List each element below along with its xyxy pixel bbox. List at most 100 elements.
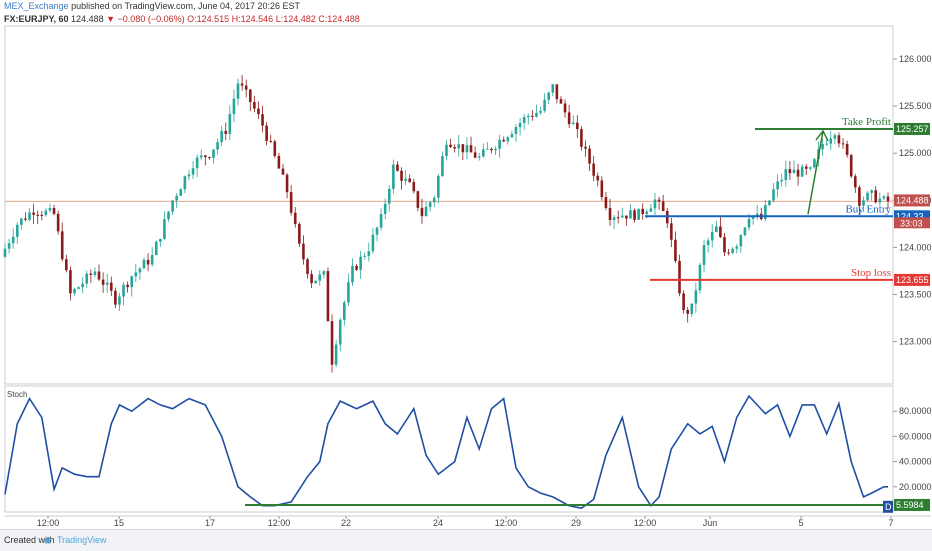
stoch-line xyxy=(4,394,888,510)
candle-body xyxy=(371,234,375,252)
candle-body xyxy=(494,148,497,151)
candle-body xyxy=(481,149,485,157)
candle-body xyxy=(477,156,481,158)
candle-body xyxy=(862,200,865,206)
candle-body xyxy=(28,212,31,220)
candle-body xyxy=(81,283,84,288)
candle-body xyxy=(15,224,19,237)
candle-body xyxy=(576,122,579,130)
candle-body xyxy=(171,200,174,212)
candle-body xyxy=(347,282,350,303)
candle-body xyxy=(285,174,289,193)
candle-body xyxy=(273,141,277,156)
candle-body xyxy=(571,122,575,125)
current-price-value: 124.488 xyxy=(896,195,929,205)
candle-body xyxy=(849,154,853,177)
candle-body xyxy=(490,148,493,151)
candle-body xyxy=(101,279,105,285)
candle-body xyxy=(334,344,338,365)
candle-body xyxy=(330,321,334,365)
footer-bar: Created with ◉ TradingView xyxy=(0,529,932,551)
candle-body xyxy=(563,103,567,113)
candle-body xyxy=(453,147,456,149)
candle-body xyxy=(187,174,191,177)
candle-body xyxy=(653,199,657,209)
projection-arrow-line xyxy=(807,130,824,215)
price-y-tick-label: 123.000 xyxy=(899,337,932,347)
candle-body xyxy=(387,188,391,204)
candle-body xyxy=(698,264,702,291)
candle-body xyxy=(159,238,162,242)
candle-body xyxy=(706,240,710,246)
buy-entry-price: 124.33 xyxy=(896,211,924,221)
candle-body xyxy=(318,274,322,281)
candle-body xyxy=(678,260,681,294)
candle-body xyxy=(146,259,150,265)
time-tick-label: 12:00 xyxy=(634,518,657,528)
stoch-y-tick-label: 80.0000 xyxy=(899,406,932,416)
candle-body xyxy=(367,251,371,256)
candle-body xyxy=(183,176,187,190)
candle-body xyxy=(882,196,886,199)
candle-body xyxy=(167,211,170,220)
candle-body xyxy=(359,256,362,270)
candle-body xyxy=(179,189,183,196)
candle-body xyxy=(735,246,739,249)
candle-body xyxy=(825,143,828,145)
candle-body xyxy=(809,167,812,169)
candle-body xyxy=(11,236,15,244)
stop-loss-label: Stop loss xyxy=(851,267,891,279)
candle-body xyxy=(48,207,52,211)
candle-body xyxy=(122,284,125,297)
candle-body xyxy=(257,108,260,115)
candle-body xyxy=(526,115,530,118)
price-y-tick-label: 125.500 xyxy=(899,101,932,111)
candle-body xyxy=(97,271,101,280)
candle-body xyxy=(776,181,779,190)
candle-body xyxy=(441,156,444,176)
time-tick-label: 5 xyxy=(798,518,803,528)
candle-body xyxy=(56,213,60,232)
candle-body xyxy=(400,170,403,181)
candle-body xyxy=(547,92,550,100)
tradingview-brand[interactable]: TradingView xyxy=(57,535,107,545)
ohlc-line: FX:EURJPY, 60 124.488 ▼ −0.080 (−0.06%) … xyxy=(4,14,360,24)
price-y-tick-label: 123.500 xyxy=(899,290,932,300)
stoch-y-tick-label: 40.0000 xyxy=(899,457,932,467)
candle-body xyxy=(281,168,285,175)
candle-body xyxy=(841,143,845,145)
candle-body xyxy=(633,210,636,220)
candle-body xyxy=(73,288,76,294)
candle-body xyxy=(567,112,571,125)
candle-body xyxy=(596,175,600,181)
candle-body xyxy=(420,207,424,217)
symbol-label[interactable]: FX:EURJPY, 60 xyxy=(4,14,69,24)
candle-body xyxy=(24,218,27,220)
time-tick-label: 12:00 xyxy=(268,518,291,528)
candle-body xyxy=(52,207,56,214)
candle-body xyxy=(220,130,223,143)
candle-body xyxy=(44,210,48,216)
time-tick-label: 12:00 xyxy=(37,518,60,528)
tradingview-logo-icon: ◉ xyxy=(44,535,52,545)
candle-body xyxy=(469,145,473,153)
time-tick-label: 17 xyxy=(205,518,215,528)
chart-canvas[interactable]: 123.000123.500124.000124.500125.000125.5… xyxy=(0,0,932,528)
candle-body xyxy=(588,148,591,164)
take-profit-label: Take Profit xyxy=(842,116,891,128)
candle-body xyxy=(886,196,890,202)
candle-body xyxy=(277,155,281,169)
candle-body xyxy=(20,218,23,225)
candle-body xyxy=(199,155,203,158)
stoch-y-tick-label: 20.0000 xyxy=(899,482,932,492)
candle-body xyxy=(424,206,428,217)
candle-body xyxy=(486,148,489,150)
candle-body xyxy=(224,130,228,134)
candle-body xyxy=(432,197,436,203)
publisher-link[interactable]: MEX_Exchange xyxy=(4,1,69,11)
candle-body xyxy=(138,268,142,273)
candle-body xyxy=(310,274,313,284)
candle-body xyxy=(449,144,452,148)
stop-loss-price: 123.655 xyxy=(896,275,929,285)
candle-body xyxy=(306,259,309,275)
